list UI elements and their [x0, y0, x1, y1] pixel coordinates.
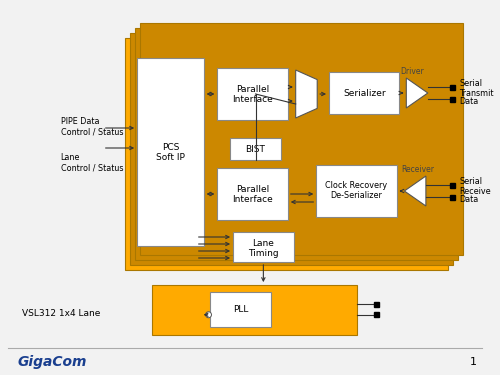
Text: Data: Data: [459, 195, 478, 204]
Text: Parallel: Parallel: [236, 186, 269, 195]
Polygon shape: [406, 78, 428, 108]
Text: Serial: Serial: [459, 177, 482, 186]
Bar: [135, 28, 458, 260]
Text: Lane: Lane: [60, 153, 80, 162]
Text: Control / Status: Control / Status: [60, 164, 123, 172]
Text: PCS: PCS: [162, 142, 179, 152]
Text: VSL312 1x4 Lane: VSL312 1x4 Lane: [22, 309, 100, 318]
Text: GigaCom: GigaCom: [18, 355, 87, 369]
Polygon shape: [404, 176, 426, 206]
Text: 1: 1: [470, 357, 477, 367]
Bar: [450, 195, 455, 200]
Bar: [374, 302, 380, 307]
Bar: [126, 38, 448, 270]
Text: Driver: Driver: [400, 66, 424, 75]
Bar: [218, 168, 288, 220]
Text: Parallel: Parallel: [236, 86, 269, 94]
Text: Lane: Lane: [252, 238, 274, 248]
Text: BIST: BIST: [246, 144, 266, 153]
Text: Receiver: Receiver: [402, 165, 434, 174]
Bar: [218, 68, 288, 120]
Text: Control / Status: Control / Status: [60, 128, 123, 136]
Polygon shape: [296, 70, 317, 118]
Bar: [140, 23, 463, 255]
Bar: [230, 138, 281, 160]
Text: Serializer: Serializer: [343, 88, 386, 98]
Text: Clock Recovery: Clock Recovery: [326, 182, 388, 190]
Text: Data: Data: [459, 98, 478, 106]
Bar: [233, 232, 294, 262]
Bar: [450, 183, 455, 188]
Text: Soft IP: Soft IP: [156, 153, 185, 162]
Bar: [152, 285, 358, 335]
Text: De-Serializer: De-Serializer: [330, 192, 382, 201]
Bar: [329, 72, 400, 114]
Text: Interface: Interface: [232, 96, 273, 105]
Bar: [374, 312, 380, 317]
Text: Transmit: Transmit: [459, 88, 494, 98]
Text: PIPE Data: PIPE Data: [60, 117, 99, 126]
Bar: [450, 84, 455, 90]
Circle shape: [206, 312, 212, 318]
Bar: [137, 58, 203, 246]
Text: Timing: Timing: [248, 249, 278, 258]
Text: Serial: Serial: [459, 80, 482, 88]
Bar: [210, 292, 271, 327]
Bar: [316, 165, 396, 217]
Bar: [130, 33, 454, 265]
Bar: [450, 96, 455, 102]
Text: PLL: PLL: [233, 305, 248, 314]
Text: Interface: Interface: [232, 195, 273, 204]
Text: Receive: Receive: [459, 186, 491, 195]
